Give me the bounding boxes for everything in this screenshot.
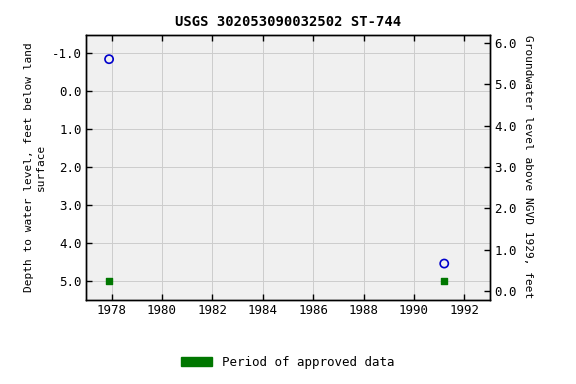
Point (104, 278, 113, 284)
Point (104, 56, 113, 62)
Title: USGS 302053090032502 ST-744: USGS 302053090032502 ST-744 (175, 15, 401, 29)
Y-axis label: Depth to water level, feet below land
surface: Depth to water level, feet below land su… (24, 42, 46, 292)
Legend: Period of approved data: Period of approved data (176, 351, 400, 374)
Point (439, 278, 449, 284)
Y-axis label: Groundwater level above NGVD 1929, feet: Groundwater level above NGVD 1929, feet (522, 35, 533, 299)
Point (439, 260, 449, 266)
